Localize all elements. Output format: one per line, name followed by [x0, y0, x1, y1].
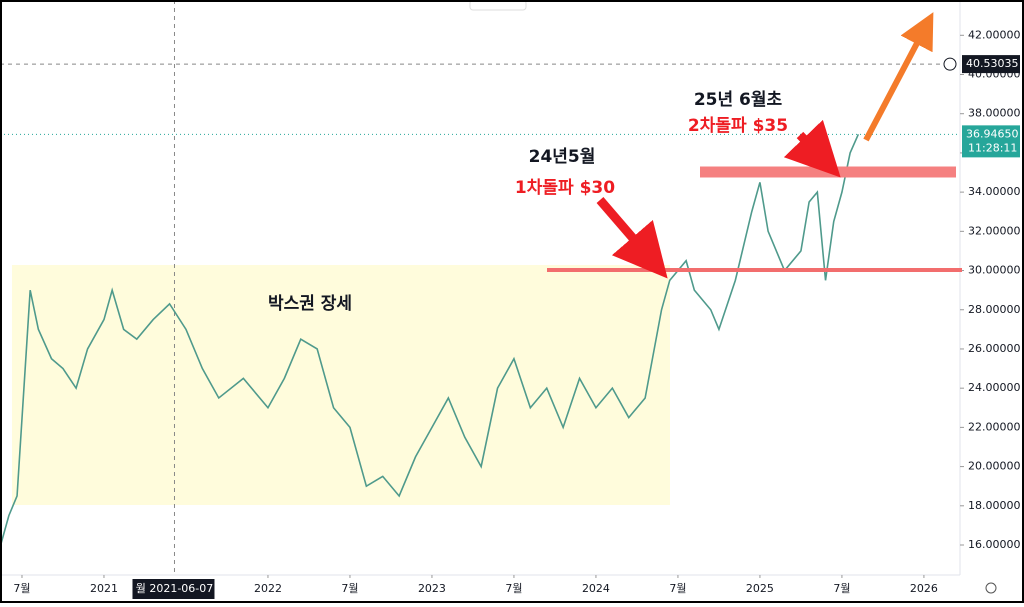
y-tick-label: 20.00000 [968, 460, 1021, 473]
y-tick-label: 26.00000 [968, 342, 1021, 355]
x-tick-label: 2021 [90, 582, 118, 595]
x-tick-label: 2023 [418, 582, 446, 595]
arrow-2 [783, 119, 841, 178]
x-tick-label: 2025 [746, 582, 774, 595]
x-tick-label: 2024 [582, 582, 610, 595]
y-tick-label: 42.00000 [968, 28, 1021, 41]
x-tick-label: 2026 [910, 582, 938, 595]
last-price-bg [962, 125, 1020, 158]
last-price-label: 36.94650 [966, 127, 1019, 140]
annotation: 24년5월 [529, 147, 596, 167]
y-tick-label: 30.00000 [968, 264, 1021, 277]
toolbar-tab[interactable] [469, 0, 527, 11]
y-tick-label: 24.00000 [968, 381, 1021, 394]
y-tick-label: 34.00000 [968, 185, 1021, 198]
y-tick-label: 16.00000 [968, 538, 1021, 551]
price-line [0, 134, 860, 546]
x-tick-label: 7월 [341, 582, 358, 595]
box-range [12, 265, 670, 505]
y-tick-label: 18.00000 [968, 499, 1021, 512]
y-tick-label: 28.00000 [968, 303, 1021, 316]
x-tick-label: 7월 [833, 582, 850, 595]
x-tick-label: 2022 [254, 582, 282, 595]
x-tick-label: 7월 [13, 582, 30, 595]
settings-icon[interactable] [985, 582, 997, 594]
time-left: 11:28:11 [968, 141, 1017, 154]
y-tick-label: 38.00000 [968, 107, 1021, 120]
crosshair-x-label: 월 2021-06-07 [136, 582, 214, 595]
x-tick-label: 7월 [505, 582, 522, 595]
arrow-1 [596, 197, 668, 279]
annotation: 25년 6월초 [694, 90, 783, 110]
y-tick-label: 22.00000 [968, 420, 1021, 433]
y-tick-label: 32.00000 [968, 224, 1021, 237]
crosshair-price-bg [962, 55, 1020, 74]
arrow-up [863, 12, 934, 142]
crosshair-price-label: 40.53035 [966, 57, 1019, 70]
annotation: 1차돌파 $30 [515, 178, 615, 198]
x-tick-label: 7월 [669, 582, 686, 595]
crosshair-x-label-bg [132, 579, 215, 599]
crosshair-plus [943, 57, 957, 71]
annotation: 2차돌파 $35 [688, 116, 788, 136]
annotation: 박스권 장세 [268, 294, 352, 314]
